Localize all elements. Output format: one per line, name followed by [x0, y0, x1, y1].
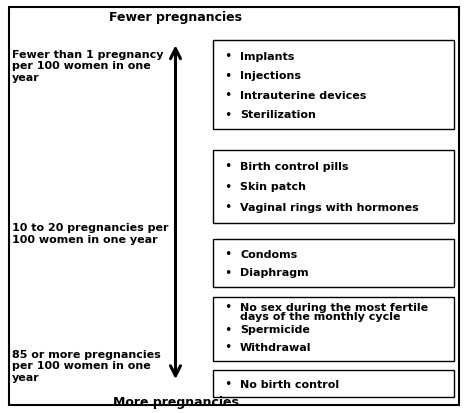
Text: •: • — [224, 160, 232, 173]
Text: Implants: Implants — [240, 52, 294, 62]
Text: Diaphragm: Diaphragm — [240, 268, 309, 278]
Text: •: • — [224, 201, 232, 214]
Text: •: • — [224, 109, 232, 121]
Text: No birth control: No birth control — [240, 379, 339, 389]
Text: •: • — [224, 266, 232, 279]
Text: •: • — [224, 377, 232, 390]
Text: •: • — [224, 301, 232, 313]
Bar — [213, 297, 454, 361]
Text: Condoms: Condoms — [240, 249, 297, 259]
Text: •: • — [224, 341, 232, 354]
Text: More pregnancies: More pregnancies — [113, 395, 238, 408]
Text: Fewer pregnancies: Fewer pregnancies — [109, 11, 242, 24]
Text: •: • — [224, 89, 232, 102]
Text: Intrauterine devices: Intrauterine devices — [240, 90, 366, 100]
Text: •: • — [224, 248, 232, 261]
Bar — [213, 41, 454, 130]
Text: 10 to 20 pregnancies per
100 women in one year: 10 to 20 pregnancies per 100 women in on… — [12, 223, 168, 244]
Text: •: • — [224, 50, 232, 63]
Text: •: • — [224, 323, 232, 336]
Text: Skin patch: Skin patch — [240, 182, 306, 192]
Text: Birth control pills: Birth control pills — [240, 161, 349, 171]
Bar — [213, 240, 454, 287]
Text: 85 or more pregnancies
per 100 women in one
year: 85 or more pregnancies per 100 women in … — [12, 349, 161, 382]
Text: Sterilization: Sterilization — [240, 110, 316, 120]
Text: Fewer than 1 pregnancy
per 100 women in one
year: Fewer than 1 pregnancy per 100 women in … — [12, 50, 163, 83]
Bar — [213, 370, 454, 397]
Text: Injections: Injections — [240, 71, 301, 81]
Text: •: • — [224, 180, 232, 193]
Text: •: • — [224, 69, 232, 83]
Bar — [213, 151, 454, 223]
Text: Spermicide: Spermicide — [240, 324, 310, 335]
Text: days of the monthly cycle: days of the monthly cycle — [240, 311, 401, 321]
Text: No sex during the most fertile: No sex during the most fertile — [240, 302, 428, 312]
Text: Withdrawal: Withdrawal — [240, 342, 312, 352]
Text: Vaginal rings with hormones: Vaginal rings with hormones — [240, 202, 419, 212]
